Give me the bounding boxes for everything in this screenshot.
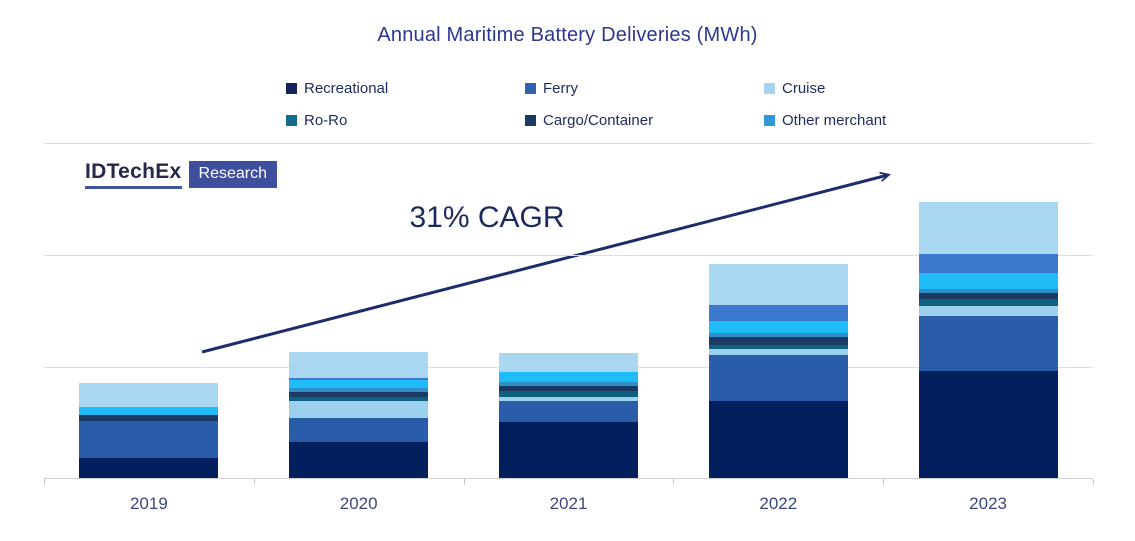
bar-segment-2019-unlabeled-bright-cyan — [79, 407, 219, 415]
legend-swatch — [764, 114, 775, 126]
bar-2021 — [499, 353, 638, 478]
x-axis-tick — [673, 479, 675, 485]
legend-label: Recreational — [304, 79, 389, 97]
bar-segment-2019-unlabeled-pale-blue — [79, 383, 219, 407]
bar-segment-2020-recreational — [289, 442, 429, 478]
bar-segment-2020-cargo-container — [289, 392, 429, 397]
bar-2022 — [708, 264, 848, 478]
bar-segment-2023-other-merchant — [918, 289, 1058, 293]
legend-swatch — [525, 114, 536, 126]
bar-segment-2022-ferry — [708, 355, 848, 401]
bar-segment-2022-unlabeled-bright-cyan — [708, 321, 848, 333]
bar-segment-2023-unlabeled-pale-blue — [918, 202, 1058, 254]
bar-2019 — [79, 383, 219, 478]
legend-label: Other merchant — [782, 111, 887, 129]
chart-title: Annual Maritime Battery Deliveries (MWh) — [377, 24, 758, 46]
x-axis-tick — [463, 479, 465, 485]
bar-segment-2023-recreational — [918, 371, 1058, 478]
legend-swatch — [525, 82, 536, 94]
legend-item-cruise: Cruise — [764, 79, 826, 97]
legend-label: Ferry — [543, 79, 578, 97]
logo-research-badge: Research — [188, 161, 278, 188]
bar-segment-2020-other-merchant — [289, 388, 429, 392]
bar-segment-2022-ro-ro — [708, 345, 848, 349]
legend-item-ro-ro: Ro-Ro — [286, 111, 348, 129]
cagr-annotation: 31% CAGR — [409, 201, 565, 234]
x-axis-label-2022: 2022 — [759, 494, 798, 513]
x-axis-label-2023: 2023 — [969, 494, 1007, 513]
bar-segment-2022-recreational — [708, 401, 848, 478]
bar-segment-2020-unlabeled-pale-blue — [289, 352, 429, 378]
bar-segment-2020-unlabeled-medium-blue — [289, 378, 429, 380]
bar-segment-2023-cargo-container — [918, 293, 1058, 299]
legend-swatch — [764, 82, 775, 94]
bar-segment-2023-unlabeled-bright-cyan — [918, 273, 1058, 289]
bar-segment-2023-ferry — [918, 316, 1058, 371]
legend-item-ferry: Ferry — [525, 79, 578, 97]
bar-segment-2021-unlabeled-bright-cyan — [499, 372, 638, 382]
bar-segment-2019-ferry — [79, 421, 219, 458]
bar-2023 — [918, 202, 1058, 478]
legend-label: Ro-Ro — [304, 111, 348, 129]
bar-segment-2021-unlabeled-pale-blue — [499, 353, 638, 372]
legend-swatch — [286, 82, 297, 94]
bar-2020 — [289, 352, 429, 478]
logo-brand-text: IDTechEx — [85, 161, 182, 189]
bar-segment-2021-cargo-container — [499, 386, 638, 391]
bar-segment-2021-ro-ro — [499, 391, 638, 397]
bar-segment-2022-other-merchant — [708, 333, 848, 337]
bar-segment-2022-cargo-container — [708, 337, 848, 345]
legend-label: Cargo/Container — [543, 111, 654, 129]
legend-label: Cruise — [782, 79, 826, 97]
x-axis-tick — [253, 479, 255, 485]
bar-segment-2022-cruise — [708, 349, 848, 355]
bar-segment-2023-unlabeled-medium-blue — [918, 254, 1058, 273]
bar-segment-2020-ro-ro — [289, 397, 429, 401]
bar-segment-2019-recreational — [79, 458, 219, 478]
x-axis-tick — [883, 479, 885, 485]
idtechex-logo: IDTechEx Research — [85, 161, 278, 189]
x-axis-line — [44, 478, 1093, 479]
x-axis-label-2020: 2020 — [339, 494, 378, 513]
bar-segment-2020-cruise — [289, 401, 429, 418]
bar-segment-2023-ro-ro — [918, 299, 1058, 306]
x-axis-tick — [1093, 479, 1094, 485]
bar-segment-2023-cruise — [918, 306, 1058, 316]
gridline — [44, 143, 1093, 144]
legend-item-recreational: Recreational — [286, 79, 389, 97]
bar-segment-2020-ferry — [289, 418, 429, 442]
bar-segment-2022-unlabeled-pale-blue — [708, 264, 848, 305]
legend-item-cargo-container: Cargo/Container — [525, 111, 654, 129]
legend-item-other-merchant: Other merchant — [764, 111, 887, 129]
legend-swatch — [286, 114, 297, 126]
bar-segment-2021-other-merchant — [499, 382, 638, 386]
bar-segment-2021-recreational — [499, 422, 638, 478]
x-axis-label-2019: 2019 — [129, 494, 168, 513]
gridline — [44, 255, 1093, 256]
bar-segment-2021-ferry — [499, 401, 638, 422]
bar-segment-2020-unlabeled-bright-cyan — [289, 380, 429, 388]
bar-segment-2021-cruise — [499, 397, 638, 401]
x-axis-label-2021: 2021 — [549, 494, 588, 513]
bar-segment-2019-cargo-container — [79, 415, 219, 421]
bar-segment-2022-unlabeled-medium-blue — [708, 305, 848, 321]
x-axis-tick — [44, 479, 45, 485]
